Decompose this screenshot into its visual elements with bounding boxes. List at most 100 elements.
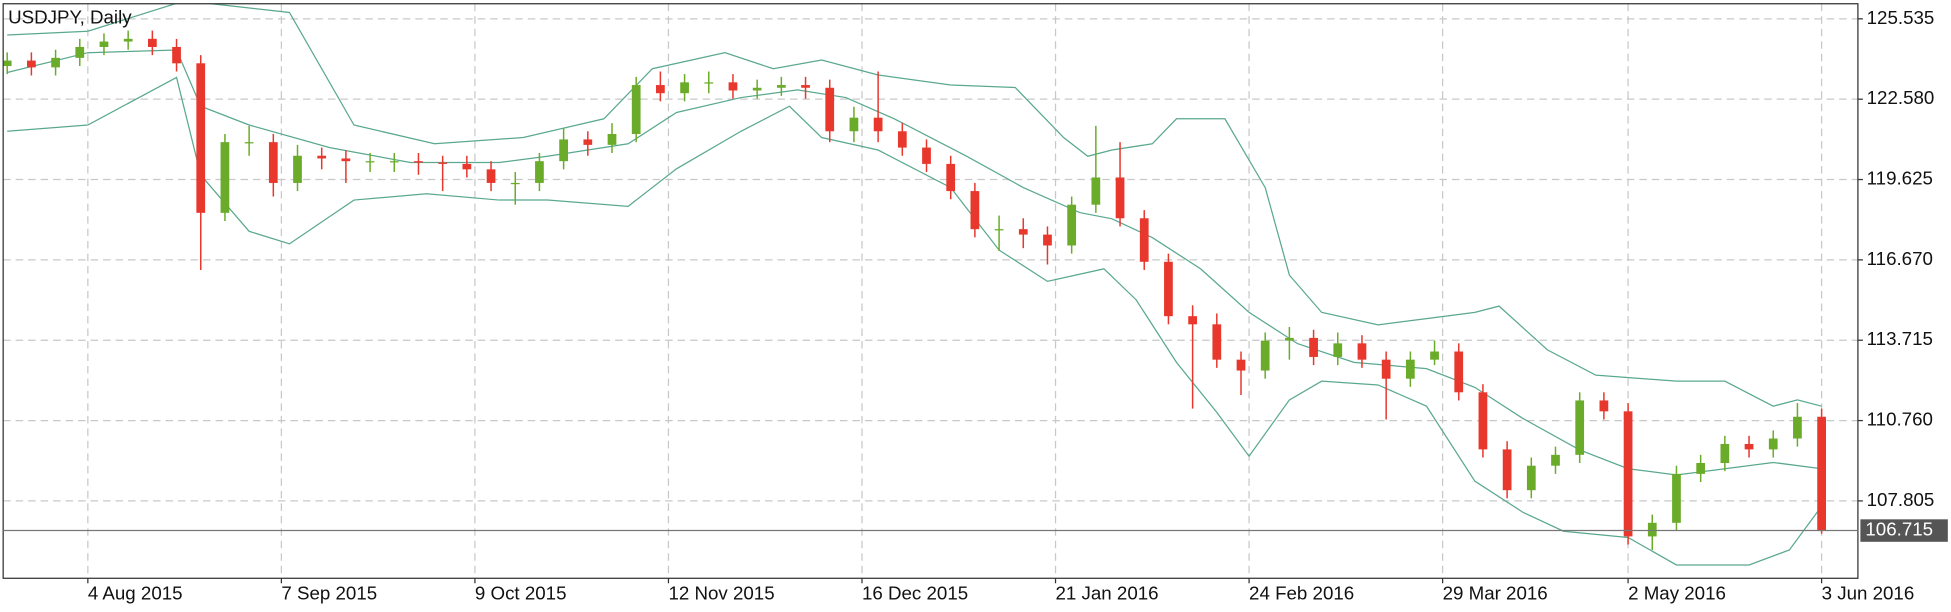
candle-body [897, 131, 907, 148]
candle-body [656, 85, 665, 94]
x-tick-label: 21 Jan 2016 [1056, 582, 1159, 603]
candle-body [1768, 438, 1778, 450]
plot-area [3, 3, 1826, 566]
candle-body [849, 117, 859, 132]
candle-body [268, 142, 278, 183]
candle-body [99, 41, 109, 47]
candle-body [293, 155, 302, 183]
candle-body [1357, 343, 1367, 360]
candle-body [196, 63, 206, 213]
candle-body [680, 82, 689, 94]
candle-body [1647, 522, 1657, 537]
candle-body [1817, 416, 1826, 531]
candle-body [1164, 261, 1173, 317]
candle-body [631, 85, 641, 134]
candle-body [27, 60, 36, 68]
candle-body [1091, 177, 1101, 205]
last-price-box [1860, 519, 1948, 542]
candle-body [1551, 454, 1560, 466]
candle-body [244, 142, 254, 144]
x-tick-label: 4 Aug 2015 [88, 582, 183, 603]
candle-body [1430, 351, 1439, 360]
candle-body [51, 57, 60, 68]
plot-border [2, 3, 1859, 579]
candle-body [559, 139, 568, 162]
x-tick-label: 29 Mar 2016 [1443, 582, 1548, 603]
y-tick-label: 119.625 [1867, 167, 1933, 188]
candle-body [1043, 234, 1052, 246]
candle-body [1696, 462, 1706, 474]
x-tick-label: 2 May 2016 [1628, 582, 1726, 603]
candle-body [970, 191, 980, 230]
candle-body [535, 161, 544, 183]
candle-body [414, 161, 423, 163]
candle-body [1599, 400, 1609, 412]
bollinger-band [7, 49, 1822, 476]
y-tick-label: 113.715 [1867, 328, 1933, 349]
candle-body [172, 46, 181, 64]
candle-body [1381, 359, 1391, 379]
bollinger-band [7, 3, 1822, 407]
candle-body [365, 161, 375, 163]
candle-body [1188, 316, 1197, 325]
candle-body [389, 161, 399, 163]
candle-body [1333, 343, 1343, 357]
candle-body [704, 82, 714, 84]
grid-layer [3, 3, 1858, 579]
candle-body [1720, 443, 1730, 463]
candle-body [1672, 473, 1681, 523]
candle-body [607, 133, 617, 145]
bollinger-band [7, 76, 1823, 566]
candle-body [1236, 359, 1246, 371]
candle-body [317, 155, 327, 159]
candle-body [1744, 443, 1754, 450]
candle-body [1285, 337, 1294, 341]
x-tick-label: 7 Sep 2015 [281, 582, 377, 603]
candle-body [752, 87, 762, 91]
y-tick-label: 125.535 [1867, 7, 1935, 28]
x-tick-label: 12 Nov 2015 [668, 582, 774, 603]
candle-body [75, 46, 85, 58]
y-tick-label: 110.760 [1867, 409, 1933, 430]
candle-body [3, 60, 12, 67]
candle-body [1575, 400, 1585, 455]
candle-body [583, 139, 593, 145]
candle-body [220, 142, 230, 213]
candle-body [1067, 204, 1077, 246]
y-tick-label: 116.670 [1867, 248, 1933, 269]
candle-body [341, 158, 351, 162]
candle-body [1115, 177, 1125, 219]
candle-body [1478, 392, 1488, 450]
candle-body [776, 85, 786, 88]
x-tick-label: 9 Oct 2015 [475, 582, 567, 603]
last-price-label: 106.715 [1865, 519, 1933, 540]
x-tick-label: 16 Dec 2015 [862, 582, 968, 603]
candle-body [873, 117, 883, 132]
candle-body [123, 38, 133, 42]
candle-body [946, 163, 956, 192]
y-tick-label: 122.580 [1867, 87, 1935, 108]
candle-body [1018, 229, 1028, 235]
y-tick-label: 107.805 [1867, 489, 1935, 510]
candle-body [1212, 324, 1222, 360]
candle-body [1139, 218, 1149, 262]
candle-body [1793, 416, 1802, 439]
candle-body [1405, 359, 1415, 379]
chart-title: USDJPY, Daily [8, 7, 132, 28]
candle-body [1260, 340, 1270, 371]
candle-body [1309, 337, 1318, 357]
candle-body [486, 169, 496, 183]
candle-body [994, 229, 1004, 231]
candle-body [1526, 465, 1536, 491]
candle-body [1623, 411, 1633, 537]
candle-body [438, 162, 448, 164]
candle-body [147, 38, 157, 47]
candle-body [1502, 449, 1512, 491]
candle-body [1454, 351, 1464, 393]
x-tick-label: 3 Jun 2016 [1822, 582, 1915, 603]
x-tick-label: 24 Feb 2016 [1249, 582, 1354, 603]
candle-body [728, 82, 738, 91]
